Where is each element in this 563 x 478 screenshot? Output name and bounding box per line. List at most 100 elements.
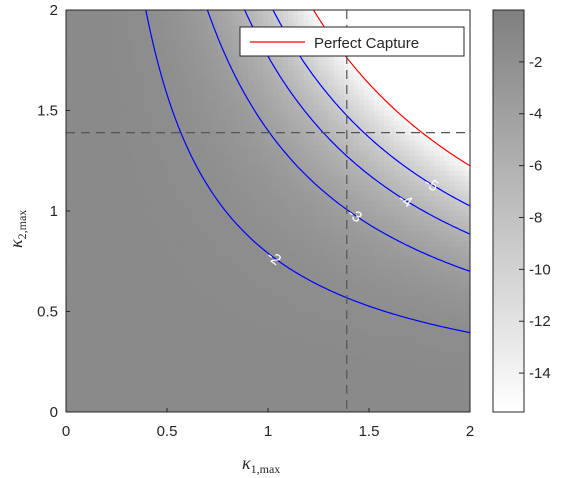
heatmap-cell — [172, 205, 178, 212]
heatmap-cell — [202, 306, 208, 313]
heatmap-cell — [313, 125, 320, 132]
heatmap-cell — [172, 371, 178, 378]
heatmap-cell — [146, 50, 153, 56]
heatmap-cell — [96, 356, 102, 363]
heatmap-cell — [197, 60, 203, 66]
heatmap-cell — [81, 241, 87, 247]
heatmap-cell — [318, 271, 325, 277]
heatmap-cell — [288, 406, 294, 412]
heatmap-cell — [96, 140, 102, 147]
heatmap-cell — [222, 391, 229, 398]
heatmap-cell — [91, 110, 97, 117]
heatmap-cell — [136, 85, 143, 92]
heatmap-cell — [167, 50, 173, 56]
heatmap-cell — [71, 316, 77, 323]
heatmap-cell — [323, 221, 330, 227]
heatmap-cell — [96, 50, 102, 56]
heatmap-cell — [86, 236, 92, 242]
heatmap-cell — [232, 221, 239, 227]
heatmap-cell — [298, 371, 304, 378]
heatmap-cell — [167, 175, 173, 182]
heatmap-cell — [363, 65, 370, 71]
heatmap-cell — [136, 15, 143, 21]
heatmap-cell — [247, 271, 254, 277]
heatmap-cell — [353, 211, 360, 217]
heatmap-cell — [323, 301, 330, 308]
heatmap-cell — [86, 231, 92, 237]
heatmap-cell — [146, 381, 153, 388]
heatmap-cell — [197, 55, 203, 61]
heatmap-cell — [237, 216, 244, 222]
heatmap-cell — [303, 95, 309, 102]
heatmap-cell — [242, 85, 249, 92]
heatmap-cell — [202, 241, 208, 247]
heatmap-cell — [207, 195, 214, 202]
heatmap-cell — [86, 321, 92, 328]
heatmap-cell — [358, 105, 365, 112]
heatmap-cell — [333, 241, 340, 247]
heatmap-cell — [187, 351, 193, 358]
heatmap-cell — [192, 80, 198, 86]
heatmap-cell — [96, 10, 102, 16]
heatmap-cell — [187, 271, 193, 277]
heatmap-cell — [338, 356, 345, 363]
heatmap-cell — [232, 95, 239, 102]
heatmap-cell — [288, 271, 294, 277]
heatmap-cell — [76, 366, 82, 373]
heatmap-cell — [222, 211, 229, 217]
heatmap-cell — [207, 246, 214, 252]
heatmap-cell — [273, 120, 279, 127]
heatmap-cell — [318, 316, 325, 323]
heatmap-cell — [353, 326, 360, 333]
heatmap-cell — [232, 271, 239, 277]
heatmap-cell — [227, 331, 234, 338]
heatmap-cell — [136, 221, 143, 227]
heatmap-cell — [141, 15, 148, 21]
heatmap-cell — [358, 371, 365, 378]
heatmap-cell — [318, 331, 325, 338]
heatmap-cell — [242, 361, 249, 368]
heatmap-cell — [207, 256, 214, 262]
heatmap-cell — [111, 125, 118, 132]
heatmap-cell — [232, 150, 239, 157]
heatmap-cell — [217, 321, 224, 328]
heatmap-cell — [187, 40, 193, 46]
heatmap-cell — [348, 336, 355, 343]
heatmap-cell — [207, 170, 214, 177]
heatmap-cell — [192, 200, 198, 207]
heatmap-cell — [116, 125, 123, 132]
heatmap-cell — [141, 105, 148, 112]
heatmap-cell — [273, 351, 279, 358]
heatmap-cell — [262, 371, 269, 378]
heatmap-cell — [323, 341, 330, 348]
heatmap-cell — [136, 276, 143, 282]
heatmap-cell — [111, 306, 118, 313]
heatmap-cell — [252, 60, 259, 66]
heatmap-cell — [222, 331, 229, 338]
heatmap-cell — [202, 150, 208, 157]
heatmap-cell — [151, 226, 158, 232]
heatmap-cell — [288, 301, 294, 308]
heatmap-cell — [252, 211, 259, 217]
heatmap-cell — [363, 145, 370, 152]
heatmap-cell — [283, 356, 289, 363]
heatmap-cell — [318, 261, 325, 267]
heatmap-cell — [81, 231, 87, 237]
heatmap-cell — [207, 251, 214, 257]
heatmap-cell — [313, 286, 320, 293]
heatmap-cell — [106, 351, 113, 358]
heatmap-cell — [177, 205, 183, 212]
heatmap-cell — [369, 65, 375, 71]
heatmap-cell — [374, 110, 380, 117]
heatmap-cell — [121, 40, 128, 46]
heatmap-cell — [197, 125, 203, 132]
heatmap-cell — [374, 296, 380, 303]
heatmap-cell — [101, 185, 107, 192]
heatmap-cell — [257, 286, 264, 293]
heatmap-cell — [379, 115, 385, 122]
heatmap-cell — [81, 185, 87, 192]
heatmap-cell — [333, 406, 340, 412]
heatmap-cell — [101, 175, 107, 182]
heatmap-cell — [257, 391, 264, 398]
heatmap-cell — [217, 15, 224, 21]
